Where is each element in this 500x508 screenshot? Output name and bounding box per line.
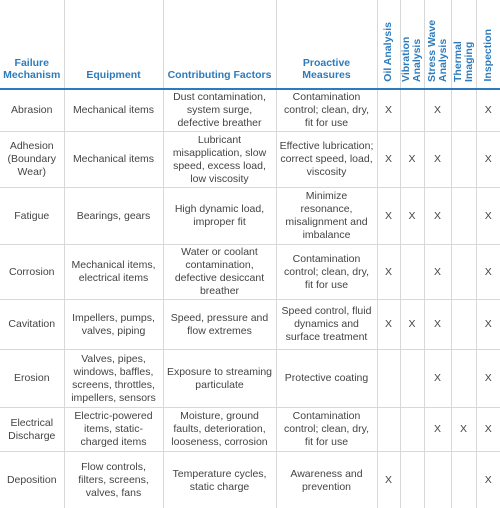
check-cell: X [424,244,452,300]
table-cell: Bearings, gears [64,187,164,245]
table-cell: Speed control, fluid dynamics and surfac… [276,299,378,350]
table-cell: Valves, pipes, windows, baffles, screens… [64,349,164,408]
table-cell: Mechanical items [64,131,164,188]
column-header-text: Vibration Analysis [400,36,423,82]
table-cell: Flow controls, filters, screens, valves,… [64,451,164,508]
check-cell: X [400,131,425,188]
check-cell: X [424,299,452,350]
check-cell: X [377,187,401,245]
table-cell: Effective lubrication; correct speed, lo… [276,131,378,188]
check-cell: X [476,299,500,350]
table-cell: Moisture, ground faults, deterioration, … [163,407,277,452]
table-row: Deposition Flow controls, filters, screen… [0,451,500,508]
empty-cell [400,349,425,408]
check-cell: X [476,131,500,188]
empty-cell [451,451,477,508]
table-cell: Electrical Discharge [0,407,65,452]
table-cell: Lubricant misapplication, slow speed, ex… [163,131,277,188]
header-row: Failure Mechanism Equipment Contributing F… [0,0,500,90]
column-header: Contributing Factors [163,0,277,90]
table-row: Cavitation Impellers, pumps, valves, pipi… [0,299,500,350]
table-cell: Adhesion (Boundary Wear) [0,131,65,188]
check-cell: X [476,407,500,452]
check-cell: X [400,187,425,245]
check-cell: X [476,187,500,245]
empty-cell [400,244,425,300]
check-cell: X [476,451,500,508]
table-cell: Awareness and prevention [276,451,378,508]
column-header: Vibration Analysis [400,0,425,90]
column-header: Equipment [64,0,164,90]
column-header: Failure Mechanism [0,0,65,90]
column-header-text: Stress Wave Analysis [425,19,449,82]
check-cell: X [377,244,401,300]
column-header: Oil Analysis [377,0,401,90]
check-cell: X [476,349,500,408]
column-header: Thermal Imaging [451,0,477,90]
table-cell: Temperature cycles, static charge [163,451,277,508]
check-cell: X [424,131,452,188]
check-cell: X [377,131,401,188]
table-cell: Abrasion [0,89,65,132]
table-cell: Erosion [0,349,65,408]
table-cell: High dynamic load, improper fit [163,187,277,245]
check-cell: X [424,407,452,452]
column-header: Stress Wave Analysis [424,0,452,90]
check-cell: X [424,89,452,132]
table-row: Abrasion Mechanical items Dust contaminati… [0,89,500,132]
check-cell: X [451,407,477,452]
empty-cell [400,89,425,132]
table-cell: Contamination control; clean, dry, fit f… [276,244,378,300]
table-cell: Mechanical items [64,89,164,132]
table-cell: Water or coolant contamination, defectiv… [163,244,277,300]
table-cell: Speed, pressure and flow extremes [163,299,277,350]
check-cell: X [377,89,401,132]
column-header: Proactive Measures [276,0,378,90]
table-row: Electrical Discharge Electric-powered ite… [0,407,500,452]
empty-cell [400,451,425,508]
check-cell: X [424,349,452,408]
table-cell: Deposition [0,451,65,508]
column-header-text: Oil Analysis [382,22,394,82]
table-cell: Protective coating [276,349,378,408]
check-cell: X [476,244,500,300]
empty-cell [451,187,477,245]
empty-cell [451,299,477,350]
column-header: Inspection [476,0,500,90]
check-cell: X [377,451,401,508]
table-cell: Corrosion [0,244,65,300]
table-cell: Cavitation [0,299,65,350]
empty-cell [400,407,425,452]
table-row: Erosion Valves, pipes, windows, baffles, … [0,349,500,408]
check-cell: X [400,299,425,350]
column-header-text: Thermal Imaging [451,41,475,82]
table-cell: Minimize resonance, misalignment and imb… [276,187,378,245]
empty-cell [377,349,401,408]
table-cell: Exposure to streaming particulate [163,349,277,408]
check-cell: X [377,299,401,350]
empty-cell [424,451,452,508]
table-cell: Fatigue [0,187,65,245]
table-cell: Impellers, pumps, valves, piping [64,299,164,350]
table-row: Fatigue Bearings, gears High dynamic load,… [0,187,500,245]
column-header-text: Inspection [481,29,494,82]
check-cell: X [476,89,500,132]
table-cell: Contamination control; clean, dry, fit f… [276,407,378,452]
empty-cell [451,89,477,132]
table-cell: Electric-powered items, static-charged i… [64,407,164,452]
empty-cell [377,407,401,452]
table-body: Abrasion Mechanical items Dust contaminati… [0,89,500,508]
table-row: Corrosion Mechanical items, electrical it… [0,244,500,300]
empty-cell [451,244,477,300]
table-cell: Contamination control; clean, dry, fit f… [276,89,378,132]
check-cell: X [424,187,452,245]
empty-cell [451,131,477,188]
table-row: Adhesion (Boundary Wear) Mechanical items… [0,131,500,188]
table-cell: Dust contamination, system surge, defect… [163,89,277,132]
table-cell: Mechanical items, electrical items [64,244,164,300]
empty-cell [451,349,477,408]
